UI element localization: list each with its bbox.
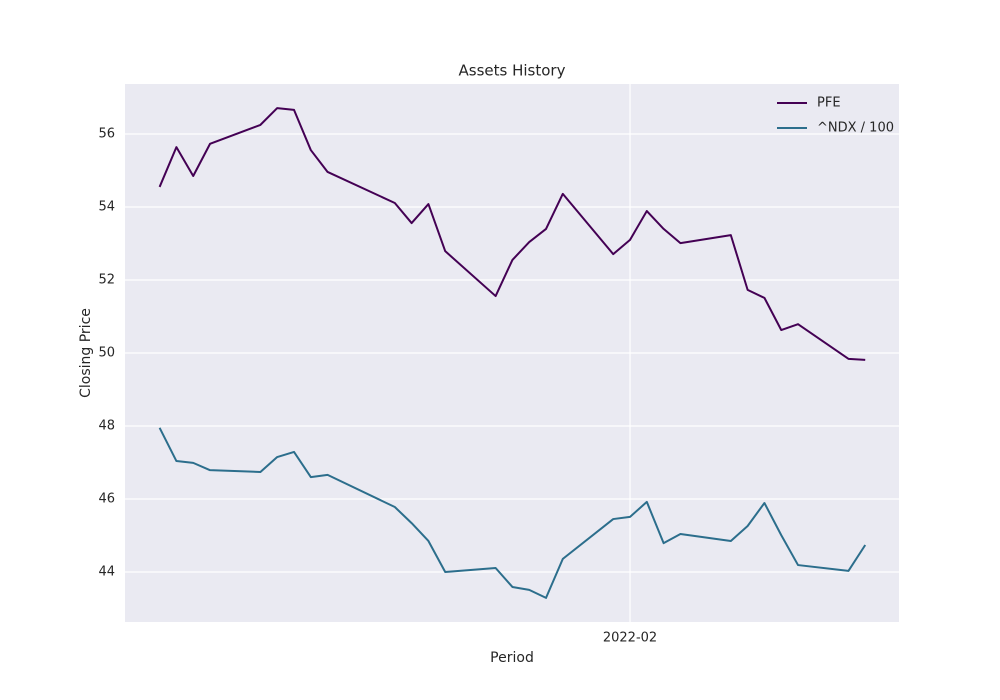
- chart-title: Assets History: [459, 62, 566, 80]
- y-axis-label: Closing Price: [78, 308, 94, 398]
- y-tick-label: 44: [98, 564, 115, 579]
- y-tick-label: 50: [98, 346, 115, 361]
- legend-label: PFE: [817, 96, 841, 111]
- y-tick-label: 48: [98, 418, 115, 433]
- x-axis-label: Period: [490, 650, 534, 666]
- y-tick-label: 52: [98, 273, 115, 288]
- y-tick-label: 56: [98, 127, 115, 142]
- legend-label: ^NDX / 100: [817, 121, 894, 136]
- y-tick-label: 46: [98, 491, 115, 506]
- line: [158, 107, 866, 361]
- x-tick-label: 2022-02: [603, 631, 657, 646]
- line: [158, 427, 867, 599]
- y-tick-label: 54: [98, 200, 115, 215]
